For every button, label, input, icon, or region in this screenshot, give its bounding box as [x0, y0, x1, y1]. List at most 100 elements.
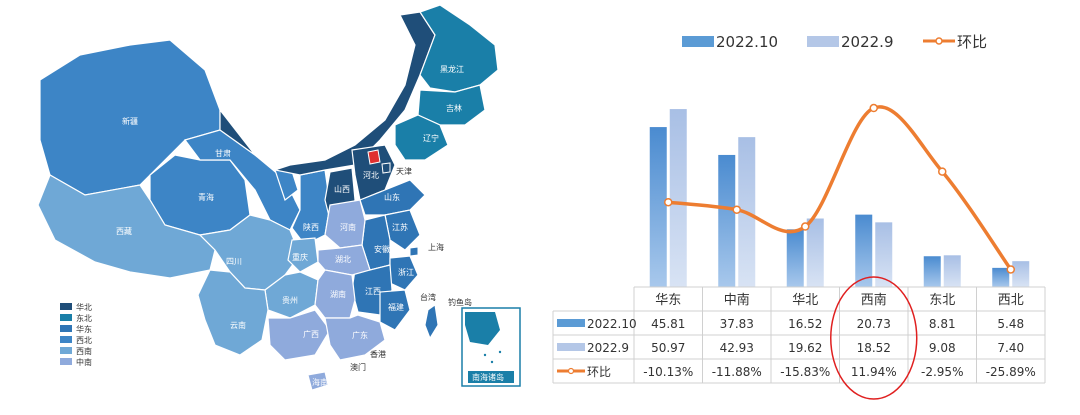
data-label: -15.83% — [780, 365, 830, 379]
map-legend-label: 西南 — [76, 346, 92, 356]
data-label: -10.13% — [643, 365, 693, 379]
label-guangdong: 广东 — [352, 330, 368, 340]
data-label: 19.62 — [788, 341, 822, 355]
chart-legend: 2022.10 2022.9 环比 — [682, 33, 987, 51]
map-svg: 新疆 西藏 青海 甘肃 内蒙古 黑龙江 吉林 辽宁 河北 山西 天津 山东 河南… — [37, 4, 521, 391]
data-label: 9.08 — [929, 341, 956, 355]
label-xizang: 西藏 — [116, 226, 132, 236]
label-anhui: 安徽 — [374, 244, 390, 254]
label-xinjiang: 新疆 — [122, 116, 138, 126]
map-region-taiwan[interactable] — [424, 304, 439, 340]
line-point-华北 — [801, 222, 810, 231]
bar-2022.10-中南 — [718, 154, 736, 287]
bar-marks — [649, 109, 1030, 288]
bar-2022.9-西北 — [1012, 261, 1030, 287]
label-zhejiang: 浙江 — [398, 267, 414, 277]
label-yunnan: 云南 — [230, 320, 246, 330]
label-shandong: 山东 — [384, 192, 400, 202]
map-legend-label: 西北 — [76, 336, 92, 345]
category-label: 中南 — [724, 292, 750, 308]
map-legend-label: 华东 — [76, 324, 92, 334]
map-legend-swatch — [60, 336, 72, 343]
label-shanxi: 山西 — [334, 184, 350, 194]
label-guangxi: 广西 — [303, 329, 319, 339]
label-hubei: 湖北 — [335, 255, 351, 264]
label-nanhai: 南海诸岛 — [472, 372, 504, 382]
legend-label: 环比 — [957, 33, 987, 51]
category-label: 华北 — [792, 293, 818, 308]
map-region-neimenggu[interactable] — [219, 11, 436, 176]
map-legend-label: 中南 — [76, 357, 92, 367]
map-legend-swatch — [60, 303, 72, 310]
table-series-name: 2022.10 — [587, 317, 637, 331]
data-label: 37.83 — [720, 317, 754, 331]
map-region-shanghai[interactable] — [409, 246, 419, 257]
label-guizhou: 贵州 — [282, 295, 298, 305]
category-label: 西南 — [861, 292, 887, 308]
line-point-华东 — [664, 197, 673, 207]
data-label: 45.81 — [651, 317, 685, 331]
map-region-xizang[interactable] — [37, 174, 216, 279]
bar-2022.9-西南 — [875, 222, 893, 287]
map-legend-swatch — [60, 314, 72, 321]
data-label: 8.81 — [929, 317, 956, 331]
label-henan: 河南 — [340, 222, 356, 232]
map-legend-swatch — [60, 347, 72, 354]
category-label: 东北 — [929, 293, 955, 308]
data-label: 50.97 — [651, 341, 685, 355]
map-region-hunan[interactable] — [314, 269, 356, 319]
map-region-chongqing[interactable] — [287, 237, 319, 273]
legend-label: 2022.9 — [841, 33, 894, 51]
label-heilongjiang: 黑龙江 — [440, 64, 464, 74]
map-region-fujian[interactable] — [379, 289, 411, 331]
data-label: -2.95% — [921, 365, 963, 379]
map-region-guangdong[interactable] — [324, 314, 386, 361]
bar-2022.10-华北 — [786, 229, 804, 287]
data-table: 华东 中南 华北 西南 东北 西北 2022.10 45.81 37.83 16.52 20.73 8… — [552, 286, 1046, 384]
label-fujian: 福建 — [388, 302, 404, 312]
map-legend-swatch — [60, 358, 72, 365]
map-legend-label: 东北 — [76, 313, 92, 323]
table-series-name: 2022.9 — [587, 341, 629, 355]
bar-2022.10-西南 — [855, 214, 873, 287]
table-series-name: 环比 — [587, 365, 611, 379]
map-region-liaoning[interactable] — [394, 114, 449, 161]
label-qinghai: 青海 — [198, 192, 214, 202]
line-marks — [664, 103, 1015, 274]
data-label: -25.89% — [986, 365, 1036, 379]
label-diaoyudao: 钓鱼岛 — [448, 297, 472, 307]
map-region-tianjin[interactable] — [381, 162, 391, 174]
label-gansu: 甘肃 — [215, 148, 231, 158]
map-region-heilongjiang[interactable] — [419, 4, 499, 93]
category-label: 华东 — [655, 293, 681, 308]
legend-label: 2022.10 — [716, 33, 778, 51]
line-point-西南 — [869, 103, 878, 113]
label-shaanxi: 陕西 — [303, 222, 319, 232]
legend-swatch — [807, 36, 839, 47]
map-region-beijing[interactable] — [367, 149, 381, 165]
legend-swatch — [682, 36, 714, 47]
label-xianggang: 香港 — [370, 349, 386, 359]
map-region-guangxi[interactable] — [267, 309, 331, 361]
data-label: 5.48 — [997, 317, 1024, 331]
label-sichuan: 四川 — [226, 257, 242, 266]
data-label: 16.52 — [788, 317, 822, 331]
map-legend-label: 华北 — [76, 302, 92, 312]
combo-chart: 2022.10 2022.9 环比 华东 中南 华北 西南 东北 西北 2022.10 45.81… — [552, 33, 1046, 400]
label-tianjin: 天津 — [396, 166, 412, 176]
map-region-hainan[interactable] — [307, 371, 329, 391]
label-hainan: 海南 — [312, 377, 328, 387]
label-shanghai: 上海 — [428, 242, 444, 252]
label-liaoning: 辽宁 — [423, 133, 439, 143]
highlight-ellipse — [830, 276, 918, 400]
category-label: 西北 — [998, 293, 1024, 308]
map-region-yunnan[interactable] — [197, 269, 269, 356]
line-point-东北 — [938, 167, 947, 176]
label-jiangsu: 江苏 — [392, 222, 408, 232]
data-label: -11.88% — [712, 365, 762, 379]
map-region-shandong[interactable] — [359, 179, 426, 216]
bar-2022.10-华东 — [649, 127, 667, 287]
bar-2022.9-华北 — [806, 218, 824, 287]
map-region-hubei[interactable] — [317, 244, 371, 276]
